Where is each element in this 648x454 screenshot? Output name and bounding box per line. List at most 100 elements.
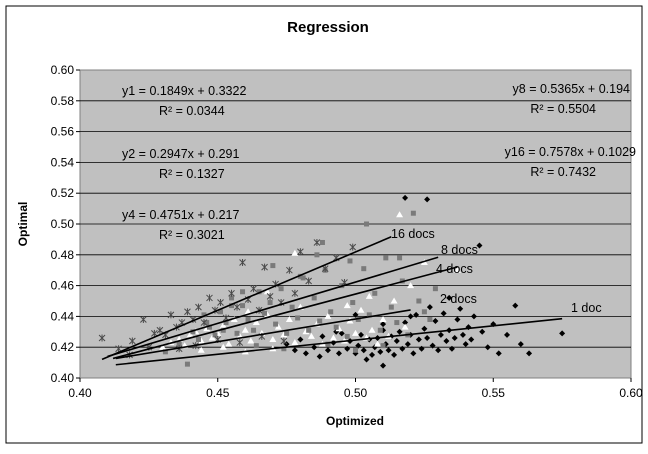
data-point-diamond (363, 356, 370, 363)
data-point-triangle (186, 331, 194, 338)
y-tick-label: 0.54 (51, 155, 75, 169)
data-point-diamond (391, 351, 398, 358)
data-point-square (267, 300, 273, 306)
data-point-square (284, 330, 290, 336)
x-tick-label: 0.60 (619, 386, 643, 400)
data-point-square (220, 327, 226, 333)
data-point-diamond (459, 331, 466, 338)
data-point-triangle (197, 337, 205, 344)
data-point-star (236, 339, 244, 347)
data-point-triangle (263, 311, 271, 318)
data-point-square (300, 275, 306, 281)
data-point-diamond (512, 302, 519, 309)
data-point-square (432, 286, 438, 292)
data-point-triangle (241, 326, 249, 333)
data-point-square (262, 310, 268, 316)
trendlines (101, 236, 563, 366)
data-point-square (427, 316, 433, 322)
data-point-diamond (484, 344, 491, 351)
data-point-diamond (451, 334, 458, 341)
data-point-star (128, 337, 136, 345)
data-point-diamond (440, 310, 447, 317)
data-point-square (195, 337, 201, 342)
data-point-diamond (476, 242, 483, 249)
data-point-star (266, 292, 274, 300)
data-point-diamond (302, 350, 309, 357)
data-point-triangle (329, 334, 337, 341)
data-point-square (366, 312, 372, 318)
y-tick-label: 0.48 (51, 248, 75, 262)
data-point-square (416, 298, 422, 304)
x-tick-label: 0.50 (344, 386, 368, 400)
data-point-diamond (504, 331, 511, 338)
data-point-triangle (307, 332, 315, 339)
data-point-square (421, 309, 427, 315)
data-point-square (297, 273, 303, 279)
data-point-triangle (335, 325, 343, 332)
data-point-diamond (344, 345, 351, 352)
data-point-square (289, 304, 295, 310)
data-point-star (261, 263, 268, 271)
data-point-square (347, 258, 353, 264)
data-point-square (240, 303, 246, 309)
data-point-diamond (479, 328, 486, 335)
data-point-star (291, 289, 299, 297)
data-point-triangle (302, 328, 310, 335)
data-point-diamond (324, 347, 331, 354)
data-point-square (184, 361, 190, 367)
data-point-triangle (203, 325, 211, 332)
data-points (98, 194, 566, 369)
data-point-square (162, 349, 168, 355)
data-point-square (344, 333, 350, 339)
data-point-triangle (365, 292, 373, 299)
data-point-triangle (396, 211, 404, 218)
data-point-diamond (335, 350, 342, 357)
eq-y1: y1 = 0.1849x + 0.3322 (122, 84, 246, 98)
data-point-square (410, 210, 416, 216)
data-point-triangle (453, 266, 461, 273)
label-2-docs: 2 docs (440, 292, 477, 306)
y-tick-label: 0.40 (51, 371, 75, 385)
y-axis-title: Optimal (16, 202, 30, 247)
data-point-triangle (357, 306, 365, 313)
data-point-diamond (526, 350, 533, 357)
data-point-square (306, 327, 312, 333)
chart-title: Regression (287, 19, 369, 36)
data-point-triangle (247, 337, 255, 344)
data-point-diamond (358, 331, 365, 338)
data-point-star (217, 299, 224, 307)
data-point-triangle (343, 302, 351, 309)
data-point-square (314, 252, 320, 258)
data-point-triangle (252, 319, 260, 326)
data-point-diamond (448, 345, 455, 352)
x-tick-label: 0.40 (68, 386, 92, 400)
data-point-triangle (352, 329, 359, 336)
data-point-triangle (219, 322, 227, 329)
data-point-square (190, 329, 196, 335)
data-point-diamond (446, 294, 453, 301)
data-point-diamond (291, 347, 298, 354)
r2-y16: R² = 0.7432 (530, 165, 596, 179)
data-point-star (280, 337, 288, 345)
r2-y4: R² = 0.3021 (159, 228, 225, 242)
data-point-diamond (410, 350, 417, 357)
data-point-square (223, 320, 229, 326)
data-point-diamond (435, 347, 442, 354)
data-point-diamond (355, 342, 362, 349)
data-point-triangle (208, 334, 216, 341)
data-point-square (176, 341, 182, 347)
data-point-square (355, 316, 361, 322)
data-point-square (397, 255, 403, 261)
trendline (107, 256, 439, 358)
data-point-star (286, 266, 293, 274)
r2-y8: R² = 0.5504 (530, 102, 596, 116)
data-point-square (353, 347, 358, 353)
data-point-diamond (495, 350, 502, 357)
data-point-star (313, 238, 321, 246)
data-point-star (200, 319, 208, 327)
data-point-star (151, 329, 158, 337)
data-point-square (377, 327, 383, 333)
eq-y16: y16 = 0.7578x + 0.1029 (505, 145, 636, 159)
label-16-docs: 16 docs (391, 227, 435, 241)
